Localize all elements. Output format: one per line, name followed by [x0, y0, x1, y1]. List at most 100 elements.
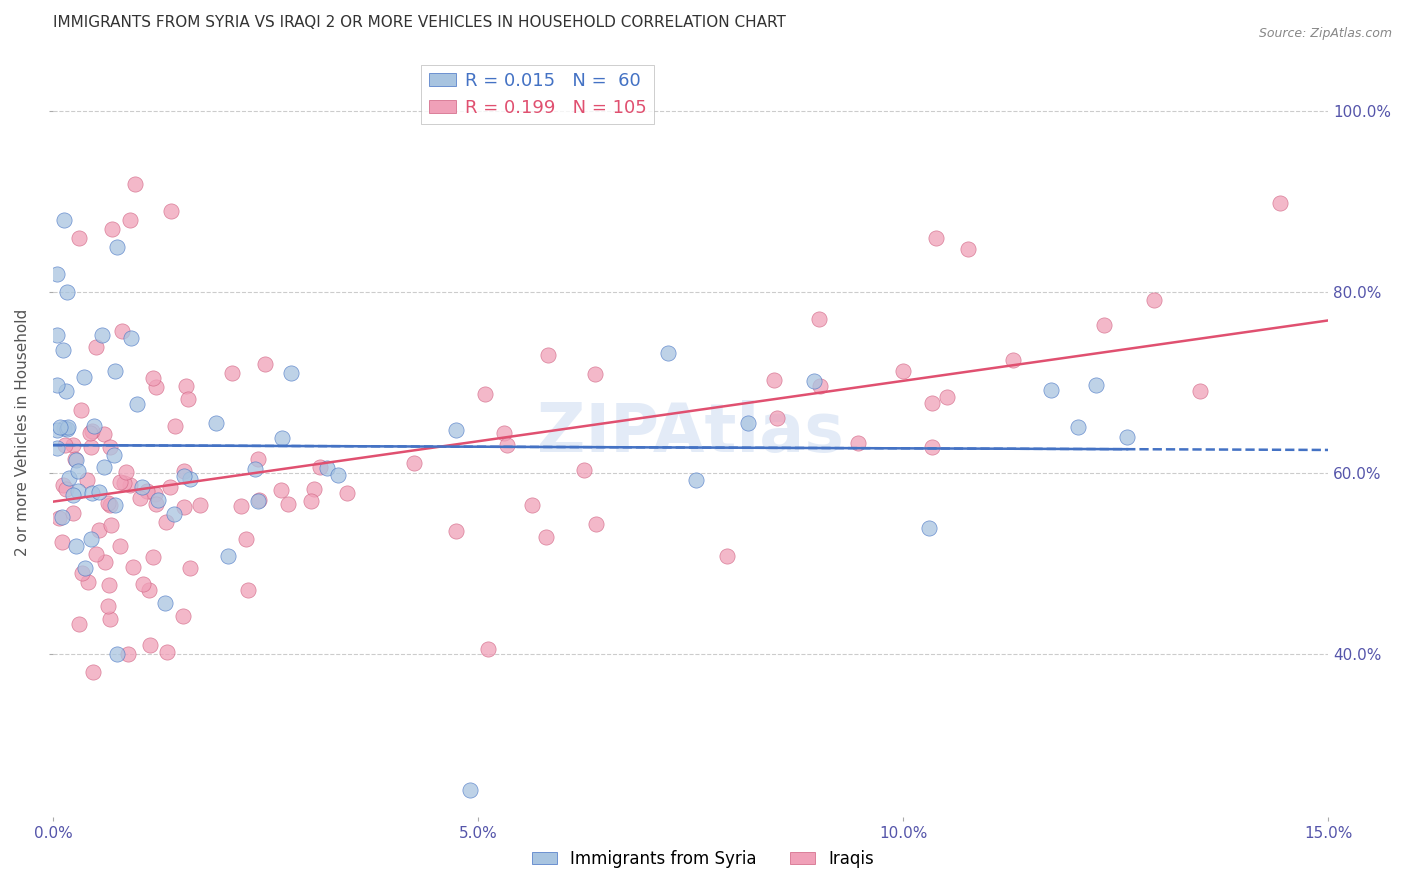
Point — [97, 599, 120, 614]
Point — [173, 500, 195, 515]
Point — [100, 518, 122, 533]
Point — [56, 419, 79, 434]
Point — [172, 609, 194, 624]
Point — [70, 403, 93, 417]
Point — [55, 285, 77, 300]
Point — [55, 438, 77, 452]
Point — [143, 487, 166, 501]
Point — [124, 177, 146, 191]
Point — [73, 560, 96, 574]
Point — [80, 532, 103, 546]
Point — [179, 472, 201, 486]
Point — [145, 497, 167, 511]
Point — [277, 497, 299, 511]
Point — [52, 343, 75, 358]
Point — [155, 596, 177, 610]
Point — [156, 645, 179, 659]
Point — [138, 638, 160, 652]
Point — [326, 467, 349, 482]
Point — [104, 364, 127, 378]
Point — [235, 532, 257, 546]
Point — [299, 494, 322, 508]
Point — [55, 482, 77, 496]
Point — [247, 452, 270, 467]
Point — [574, 463, 596, 477]
Point — [46, 423, 69, 437]
Point — [97, 496, 120, 510]
Point — [120, 212, 142, 227]
Point — [98, 498, 121, 512]
Point — [537, 348, 560, 362]
Point — [217, 549, 239, 564]
Point — [221, 366, 243, 380]
Point — [82, 665, 104, 680]
Point — [80, 424, 103, 438]
Point — [685, 473, 707, 487]
Point — [93, 460, 115, 475]
Point — [520, 498, 543, 512]
Point — [72, 566, 94, 580]
Point — [891, 364, 914, 378]
Point — [737, 417, 759, 431]
Point — [67, 231, 90, 245]
Point — [120, 477, 142, 491]
Point — [89, 484, 111, 499]
Legend: R = 0.015   N =  60, R = 0.199   N = 105: R = 0.015 N = 60, R = 0.199 N = 105 — [422, 64, 654, 124]
Point — [803, 374, 825, 388]
Point — [145, 380, 167, 394]
Point — [46, 267, 69, 281]
Point — [846, 435, 869, 450]
Point — [1188, 384, 1211, 398]
Point — [766, 411, 789, 425]
Point — [66, 464, 89, 478]
Text: ZIPAtlas: ZIPAtlas — [537, 400, 844, 466]
Point — [65, 452, 87, 467]
Point — [1116, 430, 1139, 444]
Point — [49, 420, 72, 434]
Point — [52, 478, 75, 492]
Point — [84, 340, 107, 354]
Point — [159, 480, 181, 494]
Point — [444, 524, 467, 538]
Point — [101, 222, 124, 236]
Point — [100, 612, 122, 626]
Point — [243, 462, 266, 476]
Point — [173, 468, 195, 483]
Point — [53, 421, 76, 435]
Point — [63, 451, 86, 466]
Point — [159, 203, 181, 218]
Point — [280, 366, 302, 380]
Point — [65, 539, 87, 553]
Point — [231, 499, 253, 513]
Point — [111, 324, 134, 338]
Point — [309, 459, 332, 474]
Point — [808, 379, 831, 393]
Point — [918, 521, 941, 535]
Point — [114, 465, 136, 479]
Point — [73, 369, 96, 384]
Point — [142, 370, 165, 384]
Point — [163, 419, 186, 434]
Point — [93, 426, 115, 441]
Point — [155, 515, 177, 529]
Point — [125, 397, 148, 411]
Point — [67, 616, 90, 631]
Point — [62, 437, 84, 451]
Point — [93, 555, 115, 569]
Point — [77, 574, 100, 589]
Point — [103, 448, 125, 462]
Point — [477, 642, 499, 657]
Point — [1085, 378, 1108, 392]
Point — [188, 498, 211, 512]
Point — [87, 523, 110, 537]
Point — [492, 425, 515, 440]
Point — [53, 212, 76, 227]
Point — [122, 560, 145, 574]
Point — [336, 485, 359, 500]
Point — [80, 440, 103, 454]
Point — [104, 498, 127, 512]
Point — [315, 461, 337, 475]
Point — [246, 494, 269, 508]
Point — [957, 242, 980, 256]
Point — [105, 647, 128, 661]
